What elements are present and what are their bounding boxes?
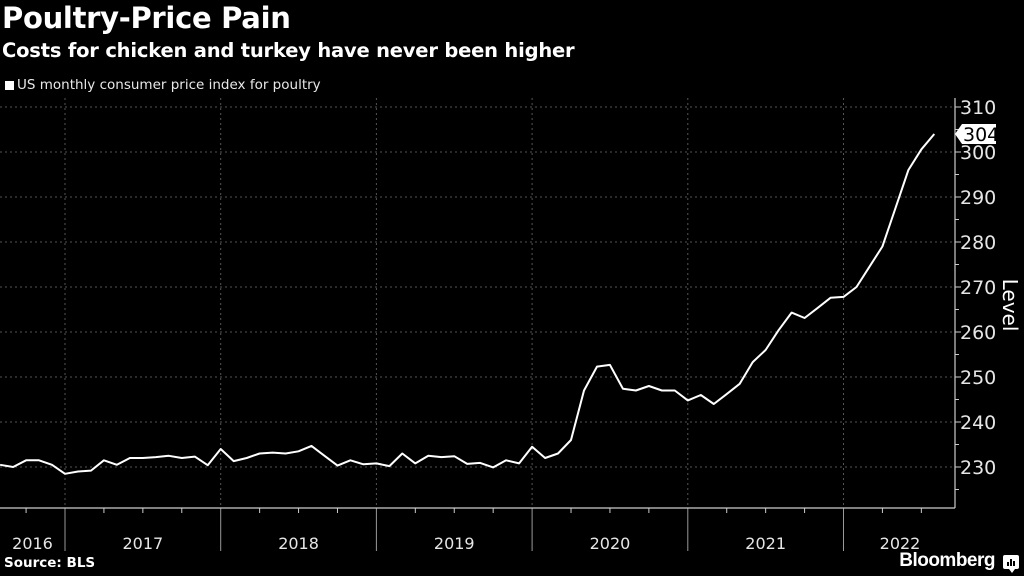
y-tick-label: 230: [960, 457, 996, 479]
series-line: [0, 133, 936, 475]
last-value-label: 304: [963, 124, 999, 146]
chart-subtitle: Costs for chicken and turkey have never …: [2, 39, 575, 62]
y-tick-label: 290: [960, 187, 996, 209]
legend-label: US monthly consumer price index for poul…: [17, 77, 321, 93]
x-tick-label: 2020: [590, 534, 631, 553]
x-tick-label: 2017: [122, 534, 163, 553]
x-tick-label: 2018: [278, 534, 319, 553]
axes: [0, 98, 961, 551]
series-layer: [0, 133, 936, 475]
legend: US monthly consumer price index for poul…: [5, 77, 321, 93]
y-tick-label: 300: [960, 142, 996, 164]
bloomberg-chart-icon: [1003, 555, 1019, 573]
x-tick-label: 2016: [12, 534, 53, 553]
x-tick-label: 2022: [880, 534, 921, 553]
source-note: Source: BLS: [4, 555, 96, 571]
legend-swatch: [5, 80, 14, 90]
gridlines: [0, 98, 955, 508]
y-tick-label: 260: [960, 322, 996, 344]
y-tick-label: 250: [960, 367, 996, 389]
y-tick-label: 270: [960, 277, 996, 299]
x-tick-label: 2019: [434, 534, 475, 553]
chart-title: Poultry-Price Pain: [2, 1, 291, 35]
x-tick-label: 2021: [745, 534, 786, 553]
y-tick-label: 280: [960, 232, 996, 254]
y-axis-title: Level: [998, 279, 1022, 332]
brand-logo: Bloomberg: [899, 550, 995, 571]
y-tick-label: 240: [960, 412, 996, 434]
last-value-callout: [955, 124, 996, 144]
y-tick-label: 310: [960, 97, 996, 119]
tick-labels: 230 240 250 260 270 280 290 300 310 2016 2017 2018 2…: [12, 97, 1022, 553]
